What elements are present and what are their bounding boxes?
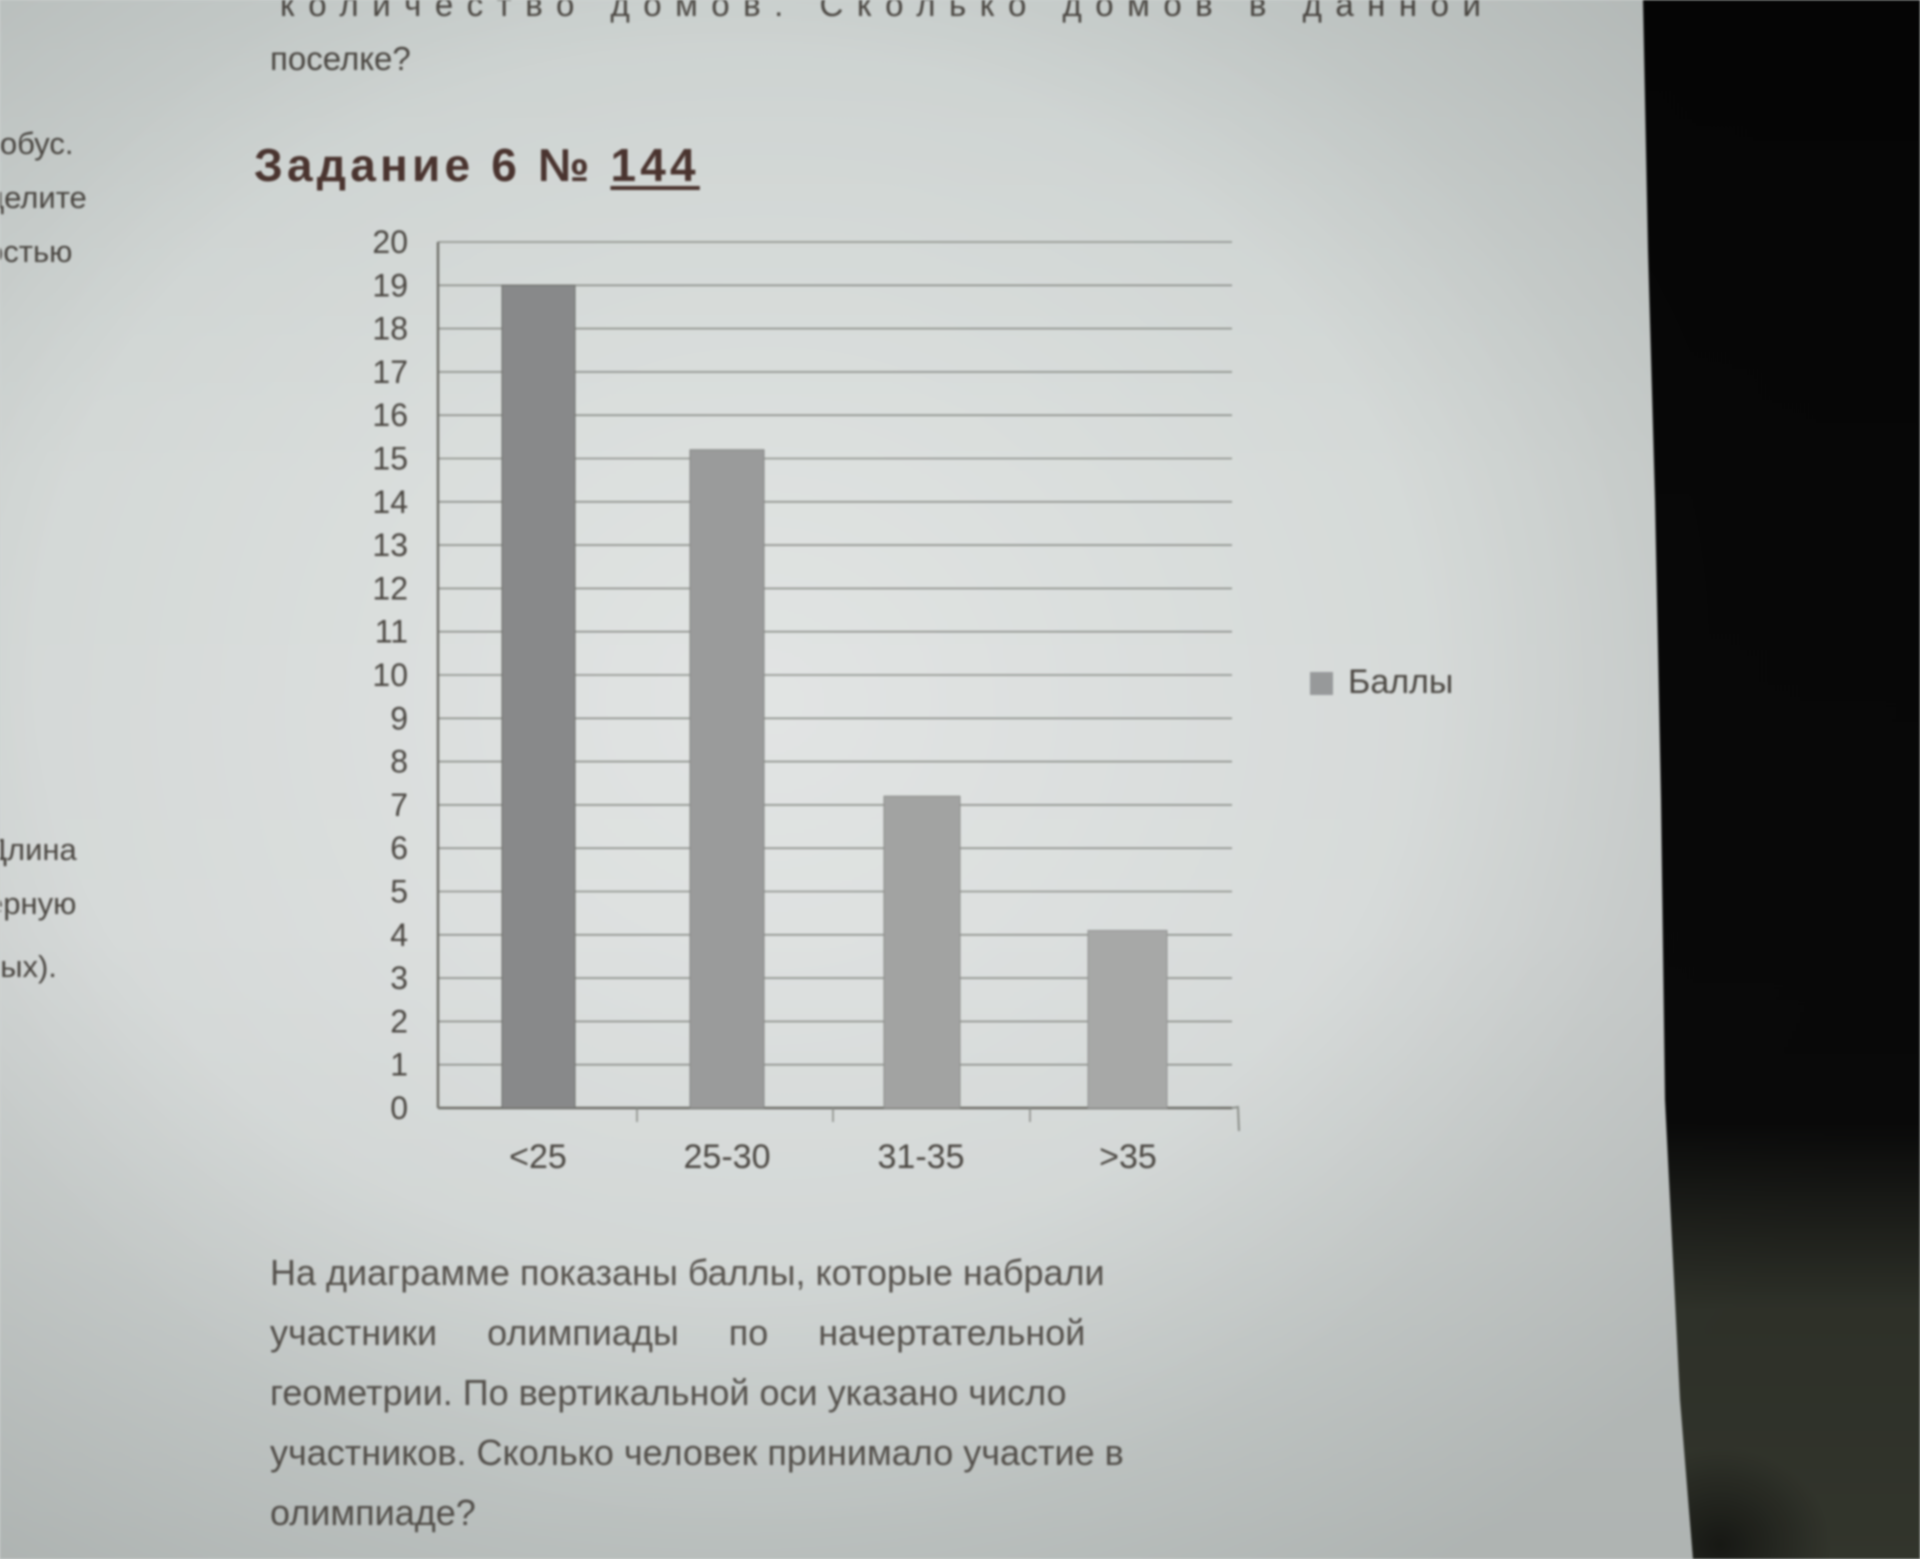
svg-text:16: 16: [372, 397, 408, 433]
svg-text:17: 17: [372, 354, 408, 390]
svg-text:18: 18: [372, 311, 408, 347]
svg-text:7: 7: [390, 787, 408, 823]
svg-text:13: 13: [372, 527, 408, 563]
svg-text:5: 5: [390, 874, 408, 910]
svg-text:2: 2: [390, 1003, 408, 1039]
svg-text:12: 12: [372, 570, 408, 606]
svg-text:15: 15: [372, 441, 408, 477]
svg-text:4: 4: [390, 917, 408, 953]
svg-text:14: 14: [372, 484, 408, 520]
svg-text:>35: >35: [1099, 1138, 1157, 1176]
svg-text:25-30: 25-30: [684, 1138, 771, 1176]
svg-text:20: 20: [372, 224, 408, 260]
svg-text:1: 1: [390, 1047, 408, 1083]
svg-text:8: 8: [390, 744, 408, 780]
svg-text:31-35: 31-35: [878, 1138, 965, 1176]
svg-text:9: 9: [390, 700, 408, 736]
svg-text:<25: <25: [509, 1138, 567, 1176]
svg-text:3: 3: [390, 960, 408, 996]
svg-text:0: 0: [390, 1090, 408, 1126]
svg-text:10: 10: [372, 657, 408, 693]
svg-text:Баллы: Баллы: [1348, 663, 1453, 701]
svg-text:11: 11: [375, 614, 408, 650]
svg-text:19: 19: [372, 267, 408, 303]
svg-text:6: 6: [390, 830, 408, 866]
